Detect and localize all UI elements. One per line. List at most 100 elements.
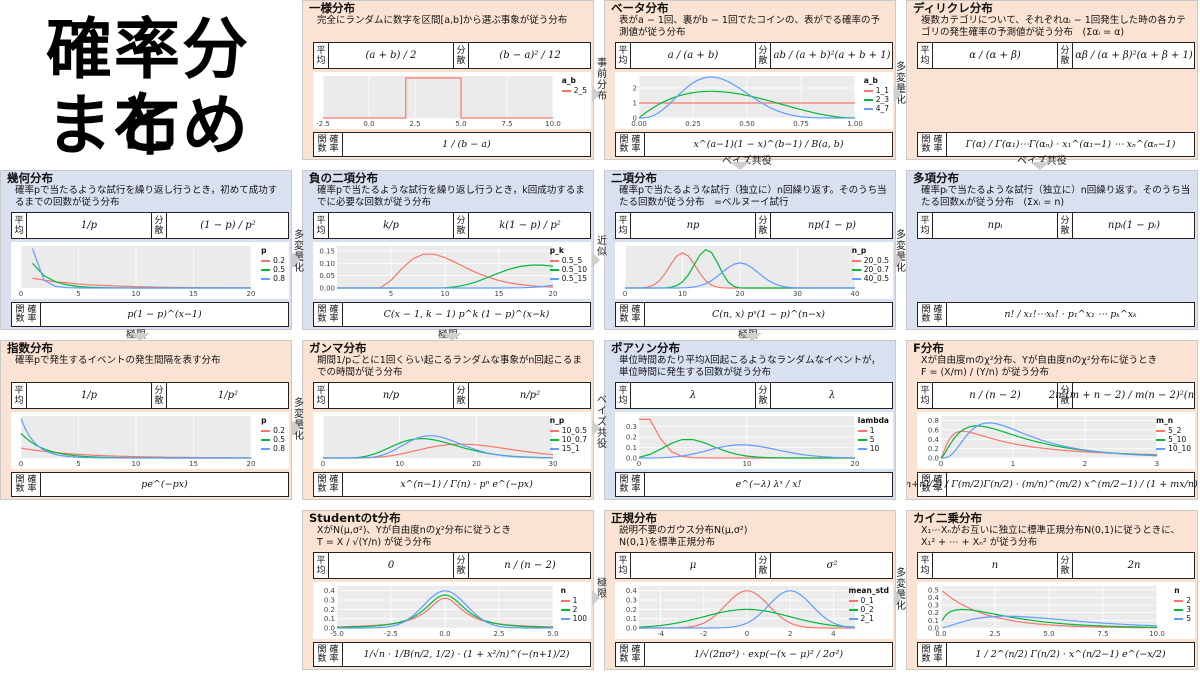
pdf-label: 関確 数率 (616, 133, 645, 156)
pdf-label-a: 関 (921, 134, 931, 145)
chart-binomial: 0 10 20 30 40 (623, 246, 859, 298)
card-title: F分布 (913, 341, 944, 355)
legend-item: 3 (1174, 605, 1191, 614)
pdf-label-d: 率 (631, 313, 641, 324)
x-tick-label: 2.5 (989, 630, 1000, 638)
y-tick-label: 0.10 (319, 260, 335, 268)
y-tick-label: 0.2 (626, 434, 637, 442)
pdf-label-a: 関 (921, 304, 931, 315)
var-label-a: 分 (1060, 385, 1070, 396)
mean-label: 平均 (616, 43, 631, 68)
pdf-label-a: 関 (921, 474, 931, 485)
card-description: 確率pで発生するイベントの発生間隔を表す分布 (15, 355, 221, 366)
x-tick-label: -4 (657, 630, 665, 638)
stats-table: 平均 k/p 分散 k(1 − p) / p² (313, 212, 591, 239)
x-tick-label: 2 (1083, 460, 1087, 468)
legend-item: 0.8 (261, 444, 285, 453)
legend: n_p 20_0.5 20_0.7 40_0.5 (851, 246, 889, 283)
series-line-0.8 (20, 418, 251, 459)
pdf-label-a: 関 (317, 134, 327, 145)
legend-item: 0.5 (261, 265, 285, 274)
legend-swatch (857, 447, 867, 450)
legend-title: m_n (1156, 416, 1174, 425)
legend: lambda 1 5 10 (857, 416, 889, 453)
pdf-label-d: 率 (933, 313, 943, 324)
plot-student: -5.0 -2.5 0.0 2.5 5.0 0.0 0.1 0.2 0.3 0.4 n 1 2 100 (313, 582, 591, 639)
pdf-label: 関確 数率 (918, 643, 947, 666)
variance-value: np(1 − p) (807, 220, 857, 231)
var-label-a: 分 (758, 385, 768, 396)
variance-label: 分散 (1057, 213, 1073, 238)
x-tick-label: 15 (495, 290, 504, 298)
legend-title: n (560, 586, 567, 595)
card-binomial: 二項分布 確率pで当たるような試行（独立に）n回繰り返す。そのうち当たる回数が従… (604, 170, 896, 330)
stats-table: 平均 1/p 分散 1/p² (11, 382, 289, 409)
plot-exponential: 0 5 10 15 20 p 0.2 0.5 0.8 (11, 412, 289, 469)
mean-label-b: 均 (316, 565, 326, 576)
x-tick-label: 20 (247, 290, 256, 298)
pdf-row: 関確 数率 n! / x₁!⋯xₖ! · p₁^x₁ ⋯ pₖ^xₖ (917, 302, 1195, 327)
legend-label: 0.5_10 (561, 265, 587, 274)
pdf-formula: 1 / 2^(n/2) Γ(n/2) · x^(n/2−1) e^(−x/2) (975, 649, 1166, 660)
legend-swatch (261, 429, 271, 432)
series-line-2_3 (638, 90, 855, 119)
chart-poisson: 0 10 20 0.0 0.1 0.2 0.3 (626, 416, 859, 468)
mean-value: a / (a + b) (667, 50, 719, 61)
x-tick-label: 2.5 (493, 630, 504, 638)
var-label-b: 散 (1060, 55, 1070, 66)
variance-label: 分散 (1057, 553, 1073, 578)
legend-label: 0.2 (273, 256, 285, 265)
legend-item: 5 (1174, 614, 1191, 623)
x-tick-label: 5 (76, 290, 80, 298)
pdf-row: 関確 数率 1 / 2^(n/2) Γ(n/2) · x^(n/2−1) e^(… (917, 642, 1195, 667)
legend-item: 4_7 (863, 104, 889, 113)
mean-label: 平均 (616, 553, 631, 578)
legend-label: 0.5_15 (561, 274, 587, 283)
variance-value: λ (828, 390, 836, 401)
pdf-formula: 1/√n · 1/B(n/2, 1/2) · (1 + x²/n)^(−(n+1… (363, 649, 570, 660)
var-label-b: 散 (758, 55, 768, 66)
series-line-15_1 (323, 435, 553, 459)
connector-arrow-icon (292, 252, 300, 268)
variance-label: 分散 (755, 383, 771, 408)
legend-label: 1_1 (875, 86, 889, 95)
legend-item: 0_2 (848, 605, 889, 614)
x-tick-label: 5.0 (455, 120, 466, 128)
mean-label-a: 平 (14, 215, 24, 226)
legend-swatch (261, 438, 271, 441)
legend-item: 2_5 (561, 86, 587, 95)
legend-label: 1 (572, 596, 578, 605)
connector-arrow-icon (592, 86, 600, 102)
legend-item: 0.5_10 (549, 265, 587, 274)
legend-swatch (863, 107, 873, 110)
card-description: 複数カテゴリについて、それぞれαᵢ − 1回発生した時の各カテゴリの発生確率の予… (921, 15, 1186, 38)
variance-label: 分散 (1057, 43, 1073, 68)
legend-item: 10_10 (1156, 444, 1191, 453)
legend-swatch (851, 259, 861, 262)
var-label-a: 分 (1060, 45, 1070, 56)
var-label-a: 分 (456, 555, 466, 566)
card-f: F分布 Xが自由度mのχ²分布、Yが自由度nのχ²分布に従うとき F = (X/… (906, 340, 1198, 500)
mean-label-a: 平 (618, 215, 628, 226)
pdf-label-b: 確 (933, 304, 943, 315)
mean-value: μ (689, 560, 697, 571)
pdf-label-a: 関 (619, 474, 629, 485)
legend-title: n (1174, 586, 1180, 595)
legend-swatch (549, 438, 559, 441)
legend-label: 5_2 (1168, 426, 1182, 435)
mean-label-a: 平 (618, 555, 628, 566)
mean-label-a: 平 (316, 45, 326, 56)
variance-label: 分散 (453, 213, 469, 238)
main-title-line2: まとめ (46, 87, 250, 164)
pdf-formula: n! / x₁!⋯xₖ! · p₁^x₁ ⋯ pₖ^xₖ (1004, 309, 1137, 320)
connector-arrow-icon (1030, 162, 1050, 170)
card-title: ディリクレ分布 (913, 1, 993, 15)
x-tick-label: 0 (321, 460, 325, 468)
pdf-row: 関確 数率 C(n, x) pˣ(1 − p)^(n−x) (615, 302, 893, 327)
series-line-10_10 (941, 422, 1157, 459)
pdf-label-a: 関 (619, 134, 629, 145)
y-tick-label: 0.3 (324, 597, 335, 605)
y-tick-label: 0.1 (626, 444, 637, 452)
legend-swatch (863, 89, 873, 92)
